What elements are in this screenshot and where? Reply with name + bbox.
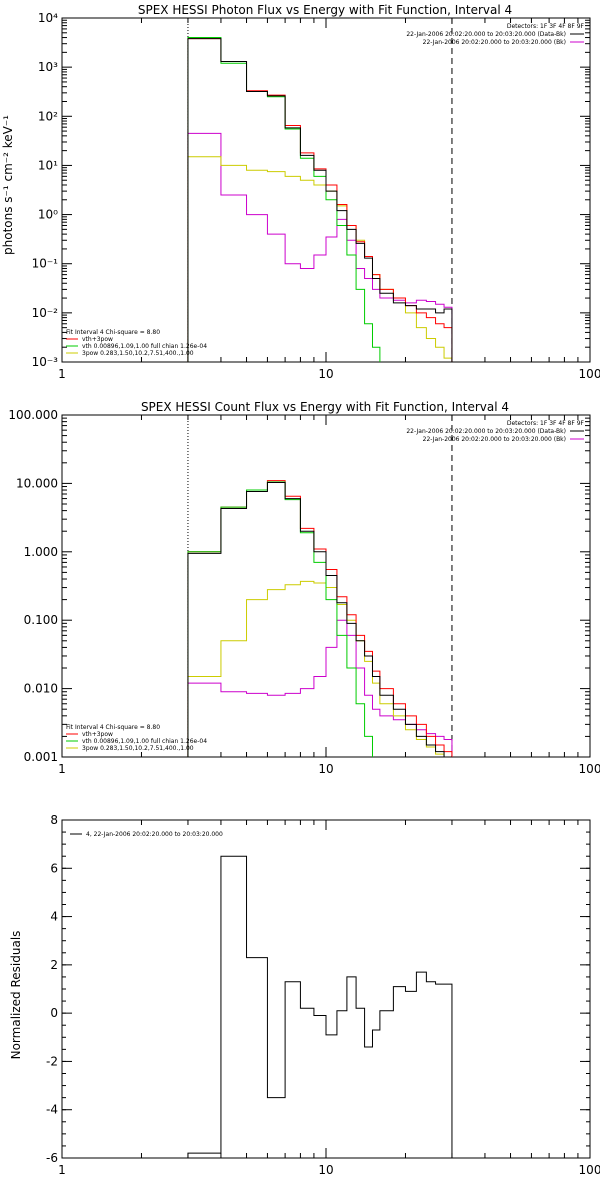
photon-legend-tr-text: Detectors: 1F 3F 4F 8F 9F	[507, 23, 585, 30]
count-ytick-label: 1.000	[24, 545, 58, 559]
count-legend-bl-text: Fit Interval 4 Chi-square = 8.80	[66, 724, 160, 731]
count-ytick-label: 0.010	[24, 682, 58, 696]
count-legend-tr-text: 22-Jan-2006 20:02:20.000 to 20:03:20.000…	[406, 428, 566, 435]
residual-ytick-label: -2	[46, 1054, 58, 1068]
photon-panel-plot-area: 1 10 100 10⁻³ 10⁻² 10⁻¹ 10⁰ 10¹ 10² 10³ 10⁴ Detecto…	[32, 11, 600, 381]
residual-ytick-label: 0	[50, 1006, 58, 1020]
residual-ytick-label: 8	[50, 813, 58, 827]
residual-axes-frame	[61, 819, 591, 1159]
count-ytick-label: 0.001	[24, 750, 58, 764]
photon-ytick-label: 10¹	[38, 158, 58, 172]
photon-ytick-label: 10⁻¹	[32, 257, 59, 271]
residual-series-group	[187, 855, 453, 1158]
count-3pow-line	[187, 580, 452, 757]
photon-ytick-label: 10⁻²	[32, 306, 59, 320]
photon-ytick-label: 10⁴	[38, 11, 58, 25]
residuals-panel-ylabel: Normalized Residuals	[9, 931, 23, 1060]
count-ytick-label: 10.000	[16, 476, 58, 490]
residuals-panel-plot-area: 1 10 100 -6 -4 -2 0 2 4 6 8 4, 22-Jan-2006 20:02:20…	[46, 813, 600, 1177]
photon-ytick-label: 10³	[38, 60, 58, 74]
residuals-panel: Normalized Residuals 1 10 100 -6 -4 -2 0 2 4 6 8 4,…	[9, 813, 600, 1177]
photon-panel-ylabel: photons s⁻¹ cm⁻² keV⁻¹	[1, 115, 15, 255]
count-vth-3pow-line	[187, 480, 453, 757]
photon-legend-bl-text: Fit Interval 4 Chi-square = 8.80	[66, 329, 160, 336]
count-xtick-label: 100	[579, 762, 600, 776]
photon-panel-title: SPEX HESSI Photon Flux vs Energy with Fi…	[138, 3, 512, 17]
photon-3pow-line	[187, 156, 453, 362]
residual-xtick-label: 100	[579, 1163, 600, 1177]
count-legend-bl-text: vth 0.00896,1.09,1.00 full chian 1.26e-0…	[82, 738, 207, 745]
photon-legend-tr-text: 22-Jan-2006 20:02:20.000 to 20:03:20.000…	[406, 31, 566, 38]
photon-series-group	[187, 37, 453, 362]
photon-legend-tr-text: 22-Jan-2006 20:02:20.000 to 20:03:20.000…	[423, 39, 566, 46]
photon-xtick-label: 1	[58, 367, 66, 381]
count-flux-panel: SPEX HESSI Count Flux vs Energy with Fit…	[8, 400, 600, 776]
photon-data-bk-line	[187, 38, 453, 362]
count-xtick-label: 1	[58, 762, 66, 776]
residual-ytick-label: -4	[46, 1103, 58, 1117]
photon-ytick-label: 10⁰	[38, 208, 58, 222]
photon-vth-3pow-line	[187, 38, 453, 362]
photon-vth-line	[187, 37, 394, 362]
count-ytick-label: 100.000	[8, 408, 58, 422]
residual-legend-tl-text: 4, 22-Jan-2006 20:02:20.000 to 20:03:20.…	[86, 831, 223, 838]
count-legend-tr-text: 22-Jan-2006 20:02:20.000 to 20:03:20.000…	[423, 436, 566, 443]
count-legend-bl-text: vth+3pow	[82, 731, 113, 738]
count-xtick-label: 10	[318, 762, 333, 776]
count-panel-plot-area: 1 10 100 0.001 0.010 0.100 1.000 10.000 100.000 D…	[8, 408, 600, 776]
residual-xtick-label: 1	[58, 1163, 66, 1177]
count-vth-line	[187, 481, 373, 757]
photon-legend-bl-text: vth+3pow	[82, 336, 113, 343]
residual-line	[187, 855, 453, 1158]
residual-ytick-label: 4	[50, 910, 58, 924]
count-ytick-label: 0.100	[24, 613, 58, 627]
photon-ytick-label: 10²	[38, 109, 58, 123]
residual-xtick-label: 10	[318, 1163, 333, 1177]
photon-xtick-label: 100	[579, 367, 600, 381]
photon-ytick-label: 10⁻³	[32, 355, 59, 369]
count-data-bk-line	[187, 482, 452, 757]
count-series-group	[187, 480, 453, 757]
residual-ytick-label: 6	[50, 861, 58, 875]
count-legend-bl-text: 3pow 0.283,1.50,10.2,7.51,400.,1.00	[82, 745, 194, 752]
photon-legend-bl-text: 3pow 0.283,1.50,10.2,7.51,400.,1.00	[82, 350, 194, 357]
residual-ytick-label: 2	[50, 958, 58, 972]
photon-bk-line	[187, 132, 453, 362]
photon-flux-panel: SPEX HESSI Photon Flux vs Energy with Fi…	[1, 3, 600, 381]
photon-legend-bl-text: vth 0.00896,1.09,1.00 full chian 1.26e-0…	[82, 343, 207, 350]
count-panel-title: SPEX HESSI Count Flux vs Energy with Fit…	[141, 400, 509, 414]
count-legend-tr-text: Detectors: 1F 3F 4F 8F 9F	[507, 420, 585, 427]
photon-xtick-label: 10	[318, 367, 333, 381]
residual-ytick-label: -6	[46, 1151, 58, 1165]
